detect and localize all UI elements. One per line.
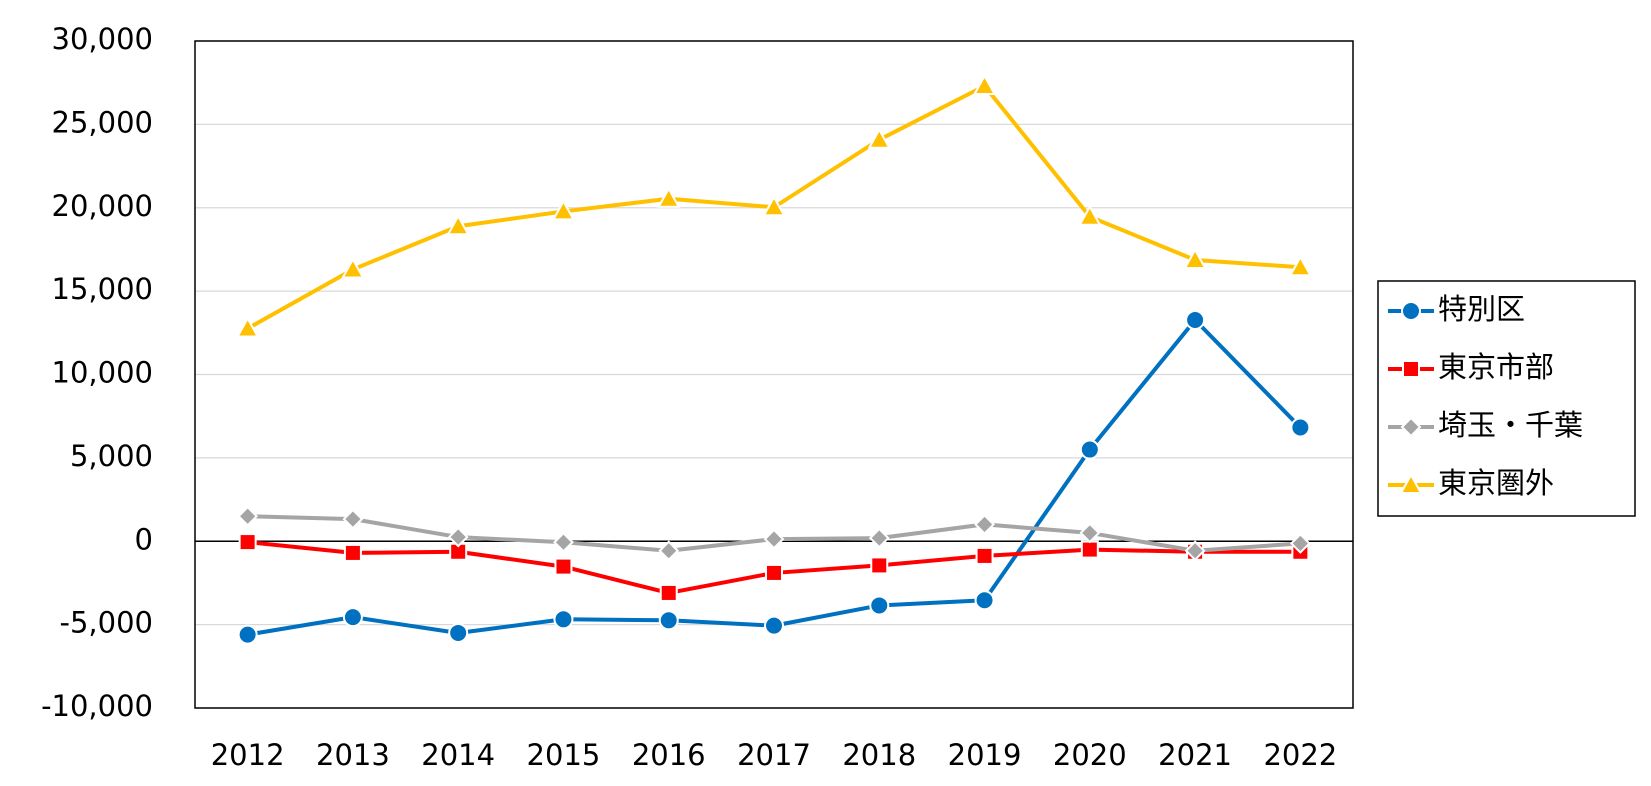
x-tick-label: 2019 xyxy=(948,738,1022,772)
marker xyxy=(237,505,259,527)
x-tick-label: 2014 xyxy=(421,738,495,772)
legend-label: 東京市部 xyxy=(1438,350,1554,384)
marker xyxy=(869,595,890,616)
marker xyxy=(341,257,365,279)
marker xyxy=(762,195,786,217)
marker xyxy=(975,546,994,565)
marker xyxy=(658,540,680,562)
marker xyxy=(343,543,362,562)
marker xyxy=(1184,540,1206,562)
marker xyxy=(1185,309,1206,330)
marker xyxy=(342,508,364,530)
x-tick-label: 2018 xyxy=(842,738,916,772)
x-tick-label: 2020 xyxy=(1053,738,1127,772)
marker xyxy=(1290,417,1311,438)
marker xyxy=(1079,522,1101,544)
y-tick-label: 30,000 xyxy=(52,22,153,56)
x-tick-label: 2013 xyxy=(316,738,390,772)
marker xyxy=(1289,533,1311,554)
y-tick-label: 10,000 xyxy=(52,356,153,390)
marker xyxy=(448,622,469,643)
legend-box xyxy=(1377,280,1636,517)
marker xyxy=(553,531,574,553)
marker xyxy=(1079,439,1100,460)
x-tick-label: 2012 xyxy=(211,738,285,772)
legend-marker xyxy=(1399,472,1423,494)
marker xyxy=(553,609,574,630)
marker xyxy=(870,556,889,575)
marker xyxy=(974,513,995,535)
marker xyxy=(554,557,573,576)
legend-marker xyxy=(1402,360,1420,378)
marker xyxy=(446,214,470,236)
marker xyxy=(447,526,469,548)
marker xyxy=(235,316,260,338)
x-tick-label: 2016 xyxy=(632,738,706,772)
marker xyxy=(867,127,891,149)
y-tick-label: 5,000 xyxy=(70,439,153,473)
y-tick-label: -5,000 xyxy=(60,606,154,640)
marker xyxy=(237,624,258,645)
legend-label: 東京圏外 xyxy=(1438,466,1554,500)
x-tick-label: 2021 xyxy=(1158,738,1232,772)
marker xyxy=(1288,255,1313,277)
y-tick-label: -10,000 xyxy=(41,689,153,723)
marker xyxy=(238,533,257,552)
marker xyxy=(764,615,784,636)
marker xyxy=(342,607,363,628)
y-tick-label: 0 xyxy=(135,522,153,556)
marker xyxy=(974,590,995,611)
x-tick-label: 2017 xyxy=(737,738,811,772)
marker xyxy=(657,186,681,208)
marker xyxy=(1183,247,1207,269)
legend-label: 特別区 xyxy=(1438,292,1525,326)
legend-marker xyxy=(1400,416,1422,438)
y-tick-label: 25,000 xyxy=(52,105,153,139)
marker xyxy=(763,528,785,550)
y-tick-label: 20,000 xyxy=(52,189,153,223)
x-tick-label: 2015 xyxy=(527,738,601,772)
marker xyxy=(551,199,576,221)
marker xyxy=(868,527,890,549)
legend-label: 埼玉・千葉 xyxy=(1438,408,1583,442)
y-tick-label: 15,000 xyxy=(52,272,153,306)
marker xyxy=(658,610,679,631)
marker xyxy=(659,583,678,602)
plot-border xyxy=(194,40,1354,709)
marker xyxy=(972,73,997,96)
x-tick-label: 2022 xyxy=(1263,738,1337,772)
marker xyxy=(765,563,783,582)
legend-marker xyxy=(1401,301,1421,321)
marker xyxy=(1080,540,1099,559)
marker xyxy=(1078,204,1102,226)
